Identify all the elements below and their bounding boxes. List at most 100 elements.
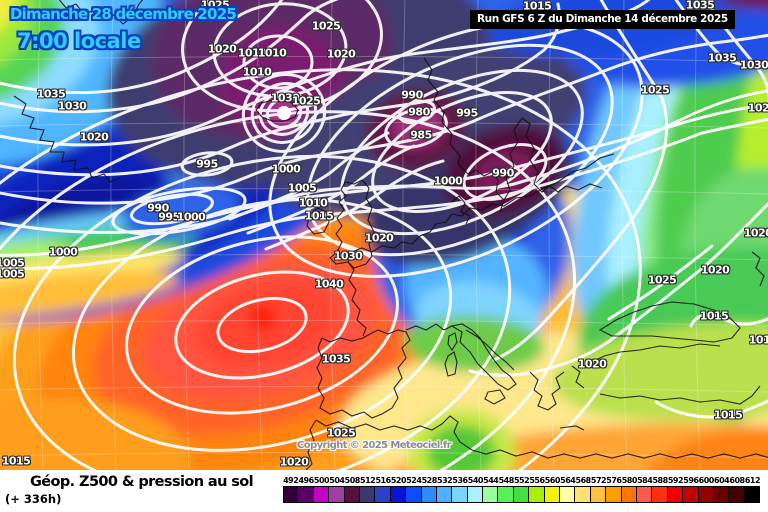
pressure-label: 1010 [298, 196, 328, 210]
pressure-labels-layer: 1025 1015 1035 1025 1020 1010 1010 1020 1035 1030… [0, 0, 768, 469]
scale-cell: 564 [559, 476, 576, 503]
scale-swatch [712, 486, 730, 503]
pressure-label: 1035 [685, 0, 715, 12]
pressure-label: 1030 [333, 249, 363, 263]
scale-swatch [358, 486, 376, 503]
scale-value: 580 [621, 476, 638, 485]
pressure-label: 1025 [200, 0, 230, 12]
pressure-label: 1025 [291, 94, 321, 108]
scale-swatch [589, 486, 607, 503]
scale-value: 500 [313, 476, 330, 485]
scale-value: 568 [575, 476, 592, 485]
scale-swatch [420, 486, 437, 503]
map-time-title: 7:00 locale [17, 29, 141, 53]
pressure-label: 1010 [237, 46, 267, 60]
scale-swatch [497, 486, 514, 503]
pressure-label: 1005 [0, 256, 25, 270]
scale-swatch [651, 486, 668, 503]
pressure-label: 1020 [700, 263, 730, 277]
run-info-banner: Run GFS 6 Z du Dimanche 14 décembre 2025 [470, 10, 735, 29]
map-canvas[interactable]: 1025 1015 1035 1025 1020 1010 1010 1020 1035 1030… [0, 0, 768, 470]
pressure-label: 1035 [707, 51, 737, 65]
map-graphic [0, 0, 768, 470]
scale-swatch [528, 486, 545, 503]
scale-cell: 576 [605, 476, 622, 503]
scale-cell: 492 [283, 476, 299, 503]
pressure-label: 995 [196, 157, 218, 171]
pressure-label: 1000 [433, 174, 463, 188]
scale-cell: 544 [482, 476, 499, 503]
scale-value: 600 [698, 476, 715, 485]
scale-swatch [682, 486, 699, 503]
scale-swatch [743, 486, 761, 503]
scale-value: 576 [606, 476, 622, 485]
scale-value: 612 [744, 476, 761, 485]
pressure-label: 1030 [739, 58, 768, 72]
scale-value: 540 [467, 476, 484, 485]
scale-swatch [451, 486, 468, 503]
scale-cell: 592 [666, 476, 684, 503]
scale-value: 560 [544, 476, 561, 485]
scale-value: 604 [714, 476, 730, 485]
scale-value: 520 [390, 476, 407, 485]
scale-value: 544 [483, 476, 499, 485]
pressure-label: 995 [158, 210, 180, 224]
scale-value: 596 [683, 476, 699, 485]
pressure-label: 985 [410, 128, 432, 142]
scale-swatch [635, 486, 653, 503]
scale-cell: 532 [435, 476, 453, 503]
pressure-label: 990 [401, 88, 423, 102]
scale-cell: 516 [374, 476, 391, 503]
pressure-label: 1015 [522, 0, 552, 13]
scale-cell: 512 [358, 476, 376, 503]
scale-swatch [666, 486, 684, 503]
scale-value: 588 [652, 476, 668, 485]
scale-cell: 536 [451, 476, 468, 503]
pressure-label: 1000 [271, 162, 301, 176]
footer-bar: Géop. Z500 & pression au sol (+ 336h) 49… [0, 470, 768, 512]
scale-value: 516 [375, 476, 391, 485]
scale-swatch [728, 486, 745, 503]
scale-cell: 524 [405, 476, 422, 503]
scale-cell: 500 [312, 476, 330, 503]
scale-cell: 528 [420, 476, 437, 503]
scale-swatch [559, 486, 576, 503]
scale-value: 572 [590, 476, 607, 485]
pressure-label: 1010 [242, 65, 272, 79]
pressure-label: 1025 [647, 273, 677, 287]
pressure-label: 990 [492, 166, 514, 180]
pressure-label: 1015 [713, 408, 743, 422]
pressure-label: 980 [408, 105, 430, 119]
pressure-label: 1010 [257, 46, 287, 60]
pressure-label: 1020 [577, 357, 607, 371]
scale-swatch [466, 486, 484, 503]
scale-swatch [482, 486, 499, 503]
pressure-label: 1020 [326, 47, 356, 61]
scale-cell: 540 [466, 476, 484, 503]
pressure-label: 1005 [287, 181, 317, 195]
scale-value: 492 [283, 476, 299, 485]
map-date-title: Dimanche 28 décembre 2025 [10, 5, 237, 23]
scale-cell: 568 [574, 476, 592, 503]
scale-value: 512 [360, 476, 376, 485]
scale-value: 548 [498, 476, 515, 485]
pressure-label: 1020 [747, 101, 768, 115]
scale-swatch [697, 486, 714, 503]
scale-swatch [620, 486, 637, 503]
scale-cell: 504 [328, 476, 345, 503]
scale-swatch [374, 486, 391, 503]
scale-swatch [405, 486, 422, 503]
scale-swatch [543, 486, 561, 503]
pressure-label: 1020 [279, 455, 309, 469]
pressure-label: 1035 [36, 87, 66, 101]
pressure-label: 1015 [304, 209, 334, 223]
scale-swatch [312, 486, 330, 503]
scale-value: 524 [406, 476, 422, 485]
scale-value: 504 [329, 476, 345, 485]
scale-cell: 548 [497, 476, 515, 503]
pressure-label: 1020 [207, 42, 237, 56]
scale-value: 496 [298, 476, 314, 485]
scale-cell: 520 [389, 476, 407, 503]
scale-value: 508 [344, 476, 361, 485]
scale-value: 584 [637, 476, 653, 485]
